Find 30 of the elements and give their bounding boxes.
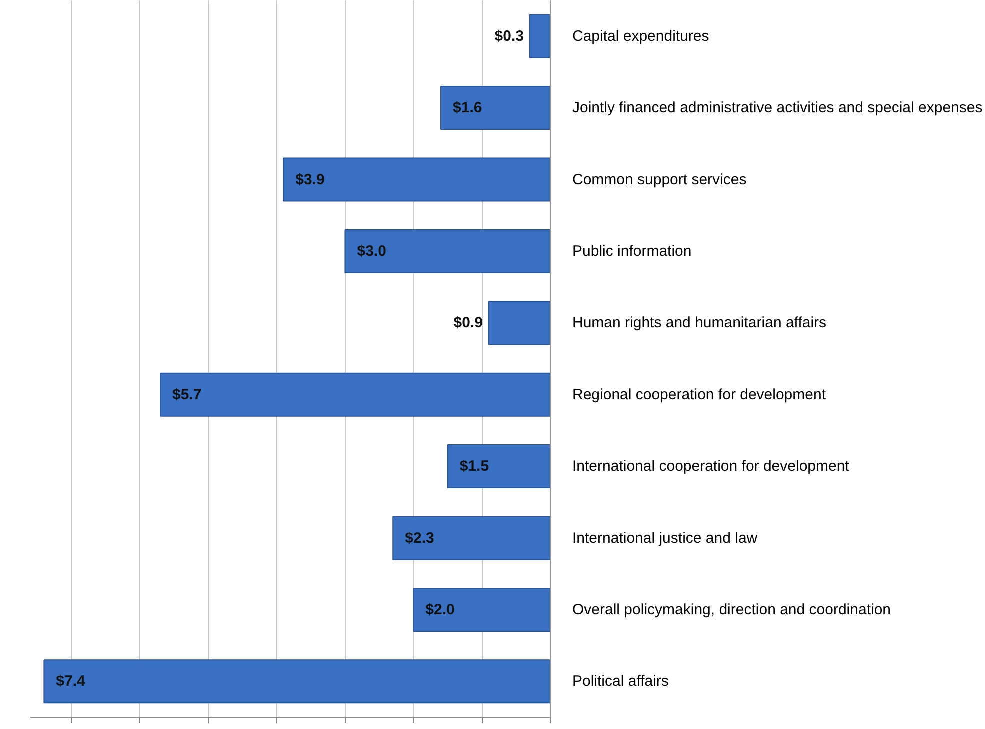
y-tick-label: Human rights and humanitarian affairs — [572, 314, 827, 332]
bar — [413, 588, 550, 632]
data-label: $2.3 — [405, 530, 434, 547]
bar — [440, 86, 550, 130]
y-tick-label: Common support services — [572, 171, 747, 188]
y-tick-label: Overall policymaking, direction and coordination — [572, 601, 892, 618]
y-tick-label: Capital expenditures — [572, 28, 710, 45]
y-tick-label: Political affairs — [572, 673, 669, 690]
data-label: $1.5 — [460, 458, 490, 476]
bar — [447, 444, 550, 489]
bar — [160, 372, 550, 417]
data-label: $5.7 — [172, 386, 202, 404]
y-tick-label: International justice and law — [572, 530, 758, 547]
y-tick-label: Regional cooperation for development — [572, 386, 827, 404]
data-label: $0.9 — [454, 314, 483, 332]
data-label: $7.4 — [56, 673, 86, 690]
y-tick-label: Jointly financed administrative activities and special expenses — [572, 100, 983, 117]
data-label: $1.6 — [453, 100, 482, 117]
bar — [283, 158, 550, 202]
data-label: $3.9 — [296, 171, 325, 188]
y-tick-label: Public information — [572, 242, 692, 260]
bar — [488, 301, 550, 346]
bar — [529, 14, 550, 58]
bar — [344, 229, 550, 274]
bar — [44, 660, 550, 704]
data-label: $2.0 — [426, 601, 455, 618]
y-tick-label: International cooperation for development — [572, 458, 850, 476]
data-label: $0.3 — [494, 28, 524, 45]
bar — [392, 516, 550, 560]
data-label: $3.0 — [357, 242, 386, 260]
